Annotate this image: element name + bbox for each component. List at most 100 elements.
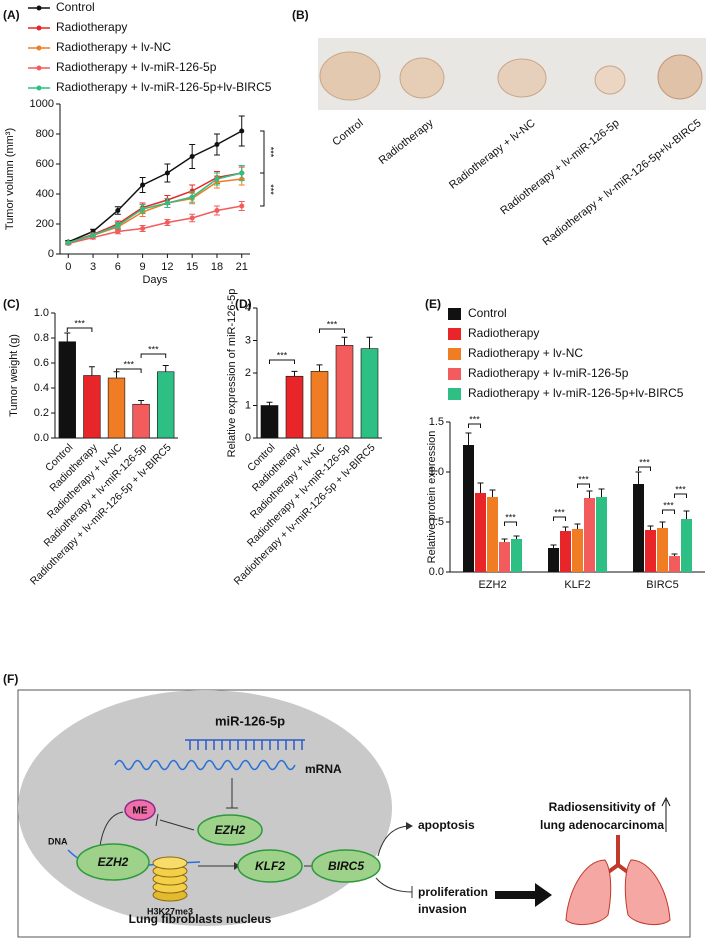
node [237,849,303,883]
point [189,194,195,200]
label: apoptosis [418,818,475,832]
significance-label: *** [639,457,650,467]
error-bar [477,482,484,493]
legend-swatch [448,348,461,360]
panel-label: (A) [3,8,20,22]
x-tick-label: KLF2 [564,579,590,591]
bar [487,497,498,572]
bar [560,531,571,572]
legend-label: Control [468,306,507,320]
significance-bracket [553,516,566,521]
significance-label: *** [675,484,686,494]
error-bar [501,538,508,542]
error-bar [266,401,273,406]
bar [669,556,680,572]
error-bar [291,370,298,377]
significance-label: *** [578,474,589,484]
error-bar [513,535,520,539]
error-bar [138,400,145,405]
arrow [377,825,409,857]
sample-label: Radiotherapy + lv-NC [447,117,538,191]
legend-label: Radiotherapy + lv-miR-126-5p+lv-BIRC5 [468,386,684,400]
node [76,843,150,881]
node [311,849,381,883]
point [239,128,245,134]
error-bar [88,366,95,376]
bar [596,497,607,572]
histone [152,856,188,902]
legend-marker [36,25,42,31]
significance-bracket [504,521,517,526]
y-tick-label: 1.0 [429,466,444,478]
x-tick-label: 18 [211,261,223,273]
error-bar [562,526,569,531]
node [197,814,263,846]
bar [548,548,559,572]
label: proliferation [418,885,488,899]
legend-marker [36,5,42,11]
arrow [99,811,124,847]
point [140,182,146,188]
label: DNA [48,836,68,846]
x-tick-label: EZH2 [478,579,506,591]
significance-label: *** [469,414,480,424]
tumor [594,65,626,95]
bar [572,529,583,572]
label: ME [133,806,148,817]
error-bar [659,521,666,528]
big-arrow [495,883,552,907]
error-bar [635,471,642,484]
mrna-wave [114,759,296,771]
tumor [497,58,547,98]
y-axis-label: Relative protein expression [426,431,438,564]
significance-label: *** [266,147,276,158]
inhibit [375,877,413,898]
error-bar [671,553,678,556]
y-tick-label: 0.5 [429,516,444,528]
error-bar [366,336,373,349]
y-tick-label: 800 [36,128,54,140]
y-tick-label: 3 [245,334,251,346]
panel-label: (F) [3,672,18,686]
bar [584,498,595,572]
frame [17,689,691,938]
point [65,240,71,246]
legend-swatch [448,388,461,400]
arrowhead [406,822,413,830]
y-tick-label: 1 [245,399,251,411]
point [214,176,220,182]
y-tick-label: 0 [48,248,54,260]
bar [645,530,656,572]
y-tick-label: 0.0 [34,432,49,444]
label: Lung fibroblasts nucleus [129,912,272,926]
panel-b: (B) [292,8,706,110]
significance-bracket [638,466,651,471]
error-bar [683,510,690,519]
point [189,154,195,159]
line [68,205,242,245]
panel-label: (B) [292,8,309,22]
bar [260,405,279,439]
y-tick-label: 4 [245,302,251,314]
legend-label: Control [56,0,95,14]
point [115,229,121,234]
label: mRNA [305,762,342,776]
point [164,200,170,206]
x-tick-label: 0 [65,261,71,273]
significance-bracket [674,493,687,498]
legend-marker [36,65,42,71]
bar [499,542,510,572]
point [189,215,195,221]
legend-label: Radiotherapy + lv-miR-126-5p [56,60,217,74]
legend-swatch [448,328,461,340]
significance-label: *** [124,359,135,369]
y-tick-label: 600 [36,158,54,170]
significance-bracket [260,172,265,207]
significance-bracket [577,483,590,488]
x-tick-label: 15 [186,261,198,273]
label: lung adenocarcinoma [540,818,664,832]
point [90,232,96,238]
error-bar [598,488,605,497]
x-tick-label: BIRC5 [646,579,678,591]
bar [475,493,486,572]
